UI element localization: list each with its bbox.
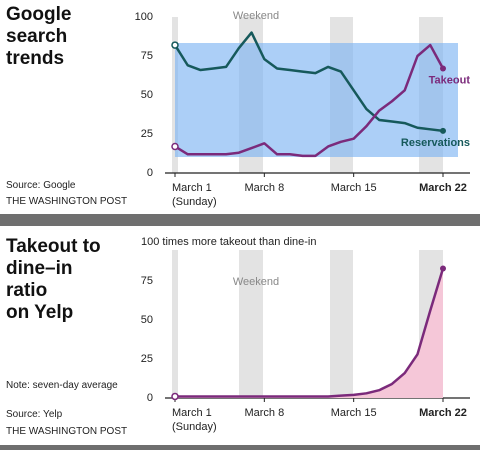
start-point: [171, 41, 179, 49]
x-tick-label: March 22: [419, 407, 467, 419]
weekend-band: [172, 250, 178, 398]
y-tick-label: 75: [141, 50, 153, 62]
bottom-chart: Weekend 0 25 50 75 100 times more takeout th…: [141, 236, 470, 433]
y-tick-label: 75: [141, 275, 153, 287]
chart-title: Takeout to dine–in ratio on Yelp: [6, 236, 101, 323]
credit: THE WASHINGTON POST: [6, 426, 128, 437]
y-tick-label: 0: [147, 392, 153, 404]
y-tick-label: 100: [135, 11, 153, 23]
chart-title: Google search trends: [6, 4, 72, 69]
x-tick-label: March 22: [419, 182, 467, 194]
end-point: [440, 127, 446, 134]
credit: THE WASHINGTON POST: [6, 196, 128, 207]
weekend-band: [239, 250, 263, 398]
end-point: [440, 65, 446, 72]
x-tick-label: March 15: [331, 407, 377, 419]
y-tick-label: 100 times more takeout than dine-in: [141, 236, 317, 248]
y-tick-label: 25: [141, 353, 153, 365]
x-tick-label: March 15: [331, 182, 377, 194]
start-point: [171, 142, 179, 151]
x-tick-label: March 8: [244, 407, 284, 419]
x-tick-sublabel: (Sunday): [172, 421, 217, 433]
weekend-label: Weekend: [233, 276, 279, 288]
series-label: Reservations: [401, 137, 470, 149]
series-label: Takeout: [429, 74, 471, 86]
series-line: [175, 268, 445, 398]
note: Note: seven-day average: [6, 380, 118, 391]
x-tick-label: March 1: [172, 182, 212, 194]
y-tick-label: 50: [141, 89, 153, 101]
y-tick-label: 25: [141, 128, 153, 140]
y-tick-label: 0: [147, 167, 153, 179]
series-line: [174, 43, 445, 158]
separator: [0, 445, 480, 450]
source: Source: Yelp: [6, 409, 63, 420]
end-point: [440, 265, 446, 272]
x-tick-label: March 1: [172, 407, 212, 419]
start-point: [171, 392, 179, 401]
highlight-box: [175, 43, 458, 157]
weekend-label: Weekend: [233, 10, 279, 22]
series-line: [173, 31, 444, 133]
weekend-band: [330, 250, 353, 398]
source: Source: Google: [6, 180, 76, 191]
top-chart: Weekend 0 25 50 75 100 March 1 (Sunday) March 8…: [135, 10, 471, 208]
x-tick-sublabel: (Sunday): [172, 196, 217, 208]
area: [175, 268, 443, 398]
x-tick-label: March 8: [244, 182, 284, 194]
separator: [0, 214, 480, 226]
y-tick-label: 50: [141, 314, 153, 326]
